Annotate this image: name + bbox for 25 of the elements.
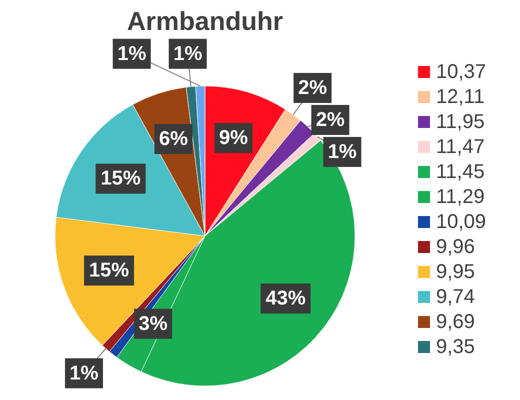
data-label: 3% bbox=[138, 312, 168, 335]
data-label: 43% bbox=[266, 288, 306, 310]
data-label: 6% bbox=[159, 128, 188, 150]
legend-label: 11,95 bbox=[436, 111, 485, 133]
data-label: 2% bbox=[298, 76, 328, 99]
legend-label: 10,37 bbox=[436, 61, 486, 83]
legend-label: 9,35 bbox=[436, 336, 475, 358]
data-label: 9% bbox=[219, 127, 248, 150]
data-label: 15% bbox=[100, 168, 141, 190]
chart-title: Armbanduhr bbox=[127, 6, 283, 36]
data-label: 1% bbox=[173, 42, 202, 65]
legend-label: 9,69 bbox=[436, 311, 475, 333]
legend-label: 9,95 bbox=[436, 261, 475, 283]
legend-label: 9,74 bbox=[436, 286, 475, 308]
data-label: 1% bbox=[328, 140, 357, 163]
legend-label: 11,29 bbox=[436, 186, 485, 208]
data-label: 2% bbox=[316, 108, 345, 131]
legend-label: 12,11 bbox=[436, 86, 485, 108]
data-label: 1% bbox=[70, 362, 99, 384]
legend-label: 11,47 bbox=[436, 136, 485, 158]
legend-label: 10,09 bbox=[436, 211, 486, 233]
data-label: 1% bbox=[117, 42, 146, 65]
data-label: 15% bbox=[89, 260, 130, 282]
legend-label: 11,45 bbox=[436, 161, 485, 183]
legend-label: 9,96 bbox=[436, 236, 475, 258]
